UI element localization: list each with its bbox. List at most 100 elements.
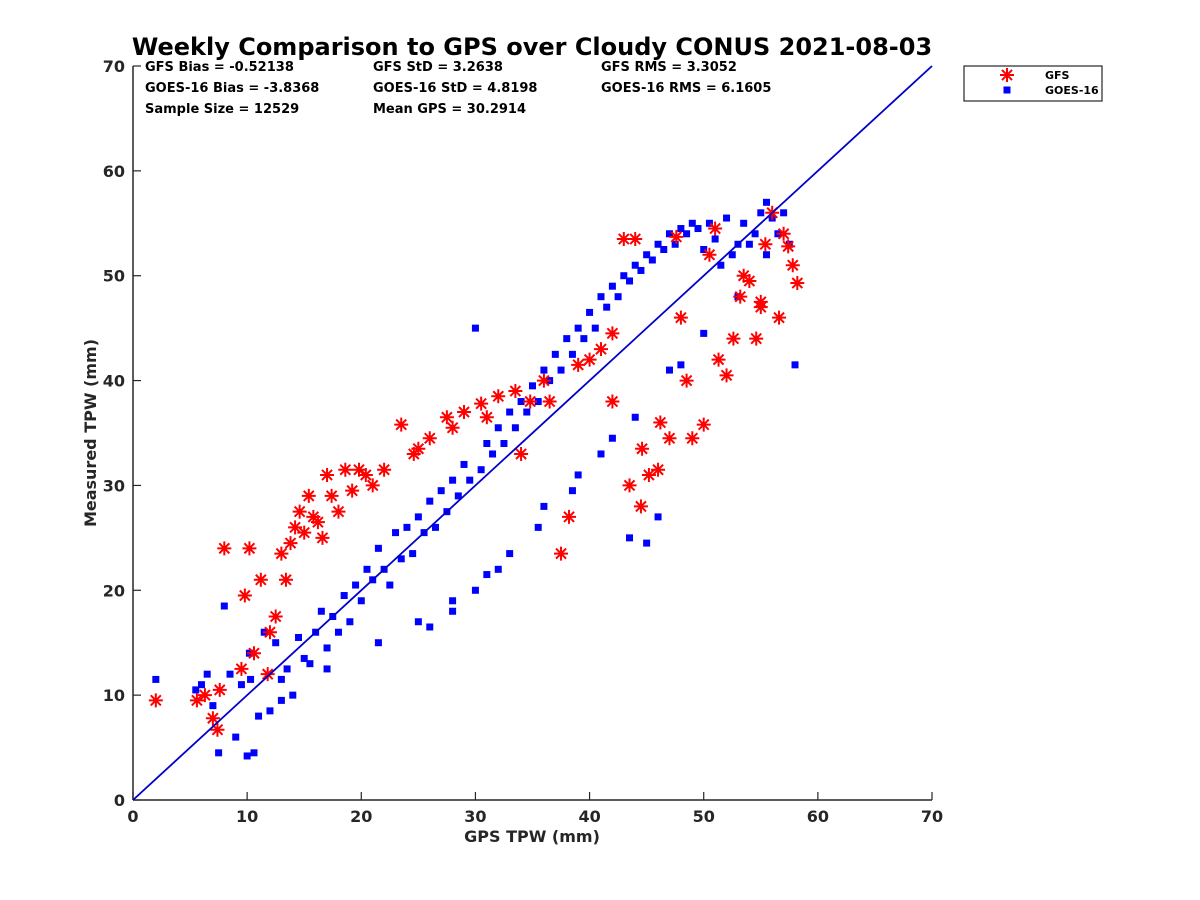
gfs-point: [753, 300, 768, 315]
goes16-point: [323, 644, 331, 652]
gfs-point: [217, 541, 232, 556]
goes16-point: [471, 324, 479, 332]
legend-gfs-label: GFS: [1045, 69, 1070, 82]
gfs-point: [571, 357, 586, 372]
gfs-point: [542, 394, 557, 409]
legend: GFS GOES-16: [963, 65, 1103, 102]
gfs-point: [605, 394, 620, 409]
goes16-point: [591, 324, 599, 332]
goes16-point: [506, 408, 514, 416]
goes16-point: [289, 691, 297, 699]
gfs-point: [562, 509, 577, 524]
goes16-point: [631, 261, 639, 269]
goes16-point: [751, 230, 759, 238]
gfs-point: [283, 536, 298, 551]
goes16-point: [152, 675, 160, 683]
legend-gfs-marker: [1000, 68, 1014, 82]
gfs-point: [148, 693, 163, 708]
gfs-point: [479, 410, 494, 425]
goes16-point: [449, 476, 457, 484]
goes16-point: [226, 670, 234, 678]
goes16-point: [608, 434, 616, 442]
gfs-point: [785, 258, 800, 273]
goes16-point: [660, 246, 668, 253]
y-tick-label: 70: [103, 57, 125, 76]
gfs-point: [514, 446, 529, 461]
gfs-point: [491, 389, 506, 404]
gfs-point: [310, 515, 325, 530]
goes16-point: [574, 471, 582, 479]
goes16-point: [340, 592, 348, 600]
goes16-point: [511, 424, 519, 432]
statistics-panel: GFS Bias = -0.52138 GFS StD = 3.2638 GFS R…: [145, 60, 771, 117]
gfs-point: [696, 417, 711, 432]
goes16-point: [323, 665, 331, 673]
goes16-point: [717, 261, 725, 269]
goes16-point: [277, 696, 285, 704]
goes16-point: [255, 712, 263, 720]
gfs-point: [237, 588, 252, 603]
goes16-point: [374, 544, 382, 552]
y-tick-label: 60: [103, 162, 125, 181]
goes16-point: [494, 565, 502, 573]
gfs-point: [292, 504, 307, 519]
one-to-one-reference-line: [132, 65, 933, 801]
goes16-point: [483, 439, 491, 447]
goes16-point: [540, 366, 548, 374]
goes16-point: [494, 424, 502, 432]
goes16-point: [620, 272, 628, 280]
goes16-point: [654, 240, 662, 248]
goes16-point: [449, 597, 457, 605]
goes16-point: [517, 398, 525, 406]
goes16-point: [688, 219, 696, 227]
goes16-point: [437, 487, 445, 495]
goes16-point: [460, 460, 468, 468]
goes16-point: [414, 618, 422, 626]
x-axis-ticks: 0 10 20 30 40 50 60 70: [127, 792, 943, 826]
y-tick-label: 0: [114, 791, 125, 810]
gfs-point: [197, 688, 212, 703]
goes16-point: [220, 602, 228, 610]
gfs-point: [297, 525, 312, 540]
goes16-point: [665, 366, 673, 374]
gfs-point: [365, 478, 380, 493]
goes16-point: [426, 623, 434, 631]
goes16-point: [637, 266, 645, 274]
gfs-point: [358, 467, 373, 482]
gfs-point: [331, 504, 346, 519]
gfs-point: [324, 488, 339, 503]
gfs-point: [593, 342, 608, 357]
goes16-point: [700, 329, 708, 337]
gfs-point: [320, 467, 335, 482]
goes16-point: [414, 513, 422, 521]
goes16-point: [534, 523, 542, 531]
gfs-point: [673, 310, 688, 325]
goes16-point: [397, 555, 405, 563]
plot-area: 0 10 20 30 40 50 60 70 0 10 20 30 40 50 60 70: [103, 57, 943, 826]
gfs-point: [189, 693, 204, 708]
goes16-point: [762, 251, 770, 259]
gfs-point: [288, 520, 303, 535]
goes16-point: [346, 618, 354, 626]
gfs-point: [719, 368, 734, 383]
goes16-point: [449, 607, 457, 615]
goes16-point: [489, 450, 497, 458]
series-gfs: [148, 205, 805, 737]
goes16-point: [232, 733, 240, 741]
goes16-point: [551, 350, 559, 358]
stat-text: GOES-16 Bias = -3.8368: [145, 81, 319, 96]
goes16-point: [386, 581, 394, 589]
gfs-point: [274, 546, 289, 561]
y-axis-ticks: 0 10 20 30 40 50 60 70: [103, 57, 141, 810]
goes16-point: [363, 565, 371, 573]
gfs-point: [301, 488, 316, 503]
goes16-point: [563, 335, 571, 343]
goes16-point: [643, 251, 651, 259]
goes16-point: [586, 308, 594, 316]
gfs-point: [523, 394, 538, 409]
gfs-point: [781, 239, 796, 254]
y-tick-label: 10: [103, 686, 125, 705]
goes16-point: [568, 350, 576, 358]
goes16-point: [203, 670, 211, 678]
goes16-point: [317, 607, 325, 615]
